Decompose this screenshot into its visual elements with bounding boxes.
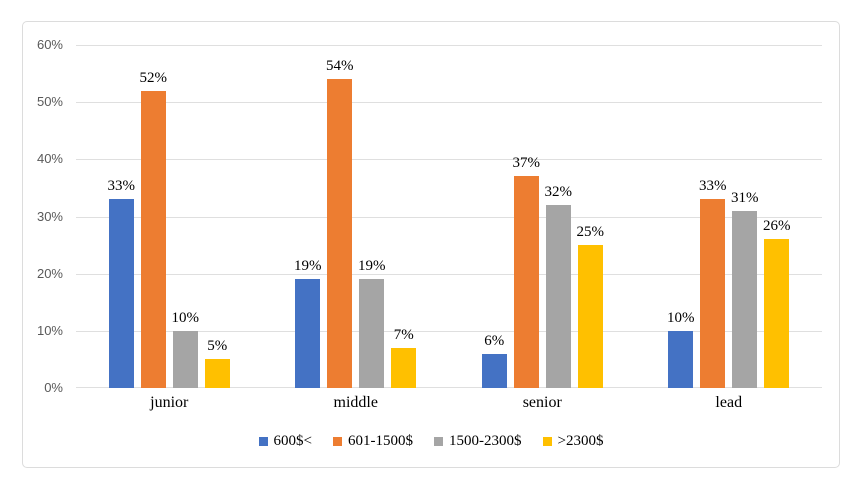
- bar-group: 6% 37% 32% 25%: [449, 45, 636, 388]
- bar-value-label: 5%: [207, 338, 228, 355]
- y-axis: 0% 10% 20% 30% 40% 50% 60%: [23, 22, 69, 467]
- gridline: [76, 331, 822, 332]
- bar: [577, 245, 603, 388]
- legend: 600$< 601-1500$ 1500-2300$ >2300$: [23, 430, 839, 452]
- bar-value-label: 10%: [171, 309, 200, 326]
- legend-item: 601-1500$: [333, 433, 413, 450]
- bar: [108, 199, 134, 388]
- x-axis: junior middle senior lead: [76, 394, 822, 416]
- bar-value-label: 54%: [326, 58, 354, 75]
- bar-value-label: 19%: [294, 258, 322, 275]
- plot-area: 33% 52% 10% 5% 19% 54% 19% 7% 6% 37% 32% 25% 10% 33% 3…: [76, 45, 822, 388]
- bar-value-label: 31%: [731, 189, 759, 206]
- bar: [140, 90, 166, 388]
- legend-item: >2300$: [542, 432, 604, 450]
- bar-value-label: 52%: [139, 69, 168, 86]
- legend-label: >2300$: [557, 432, 604, 449]
- y-axis-tick-label: 0%: [44, 380, 63, 395]
- legend-swatch: [434, 437, 443, 446]
- category-label: middle: [333, 394, 378, 411]
- bar-group: 19% 54% 19% 7%: [263, 45, 450, 388]
- y-axis-tick-label: 40%: [36, 151, 63, 166]
- gridline: [76, 159, 822, 160]
- chart-frame: 0% 10% 20% 30% 40% 50% 60% 33% 52% 10% 5% 19% 54% 19…: [22, 21, 840, 468]
- bar-value-label: 10%: [667, 309, 695, 326]
- category-label: junior: [150, 394, 189, 411]
- bar: [545, 205, 571, 388]
- bar: [481, 353, 507, 388]
- bar: [732, 210, 758, 388]
- y-axis-tick-label: 60%: [36, 37, 63, 52]
- bar: [172, 330, 198, 388]
- legend-item: 1500-2300$: [434, 433, 522, 450]
- bar: [295, 279, 321, 388]
- bar-value-label: 25%: [576, 224, 605, 241]
- bar-value-label: 7%: [393, 326, 414, 343]
- gridline: [76, 217, 822, 218]
- bar-value-label: 32%: [544, 184, 573, 201]
- bar: [204, 359, 230, 388]
- y-axis-tick-label: 30%: [36, 209, 63, 224]
- gridline: [76, 387, 822, 388]
- legend-label: 600$<: [273, 432, 312, 449]
- legend-swatch: [333, 437, 342, 446]
- bar-value-label: 6%: [484, 332, 505, 349]
- bar-value-label: 26%: [763, 218, 791, 235]
- bar-value-label: 37%: [512, 155, 541, 172]
- gridline: [76, 274, 822, 275]
- y-axis-tick-label: 20%: [36, 266, 63, 281]
- bar-value-label: 33%: [699, 178, 727, 195]
- legend-swatch: [542, 437, 552, 446]
- bar: [391, 347, 417, 388]
- legend-swatch: [258, 437, 268, 446]
- gridline: [76, 45, 822, 46]
- bar: [327, 79, 353, 388]
- gridline: [76, 102, 822, 103]
- category-label: lead: [715, 394, 743, 411]
- bar: [764, 239, 790, 388]
- bar-group: 10% 33% 31% 26%: [636, 45, 823, 388]
- legend-label: 601-1500$: [348, 432, 413, 449]
- bar: [359, 279, 385, 388]
- y-axis-tick-label: 10%: [36, 323, 63, 338]
- category-label: senior: [522, 394, 562, 411]
- bar-group: 33% 52% 10% 5%: [76, 45, 263, 388]
- bar: [513, 176, 539, 388]
- bar: [668, 330, 694, 388]
- legend-item: 600$<: [258, 432, 312, 450]
- legend-label: 1500-2300$: [449, 432, 522, 449]
- y-axis-tick-label: 50%: [36, 94, 63, 109]
- bar: [700, 199, 726, 388]
- bar-value-label: 19%: [358, 258, 386, 275]
- bar-value-label: 33%: [107, 178, 136, 195]
